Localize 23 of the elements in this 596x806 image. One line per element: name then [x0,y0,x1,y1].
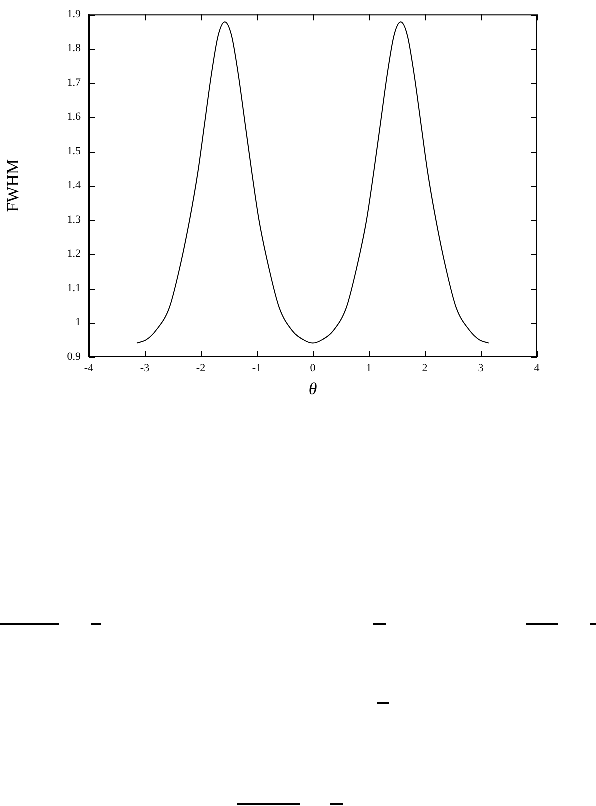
x-tick-label: -3 [140,362,150,374]
y-tick-label: 1.2 [67,248,81,260]
y-tick-label: 1.7 [67,76,82,89]
x-tick-label: -1 [252,362,262,374]
x-axis-title: θ [308,379,318,398]
line-series [136,22,490,344]
x-tick-label: 0 [310,362,316,374]
y-tick-label: 1.8 [67,42,82,55]
x-tick-label: 3 [478,362,484,374]
y-tick-label: 1.5 [67,145,82,158]
y-tick-label: 1.1 [67,282,81,294]
x-tick-label: -2 [196,362,206,374]
y-tick-label: 1 [76,316,81,329]
y-tick-label: 0.9 [67,350,82,363]
y-tick-label: 1.6 [67,111,82,124]
y-tick-label: 1.9 [67,8,82,20]
x-tick-label: -4 [84,362,94,374]
y-tick-label: 1.4 [67,180,82,192]
y-tick-label: 1.3 [67,214,82,226]
x-tick-label: 1 [366,362,372,374]
x-tick-label: 4 [534,362,540,374]
x-tick-label: 2 [422,362,428,374]
y-axis-title: FWHM [4,159,23,212]
